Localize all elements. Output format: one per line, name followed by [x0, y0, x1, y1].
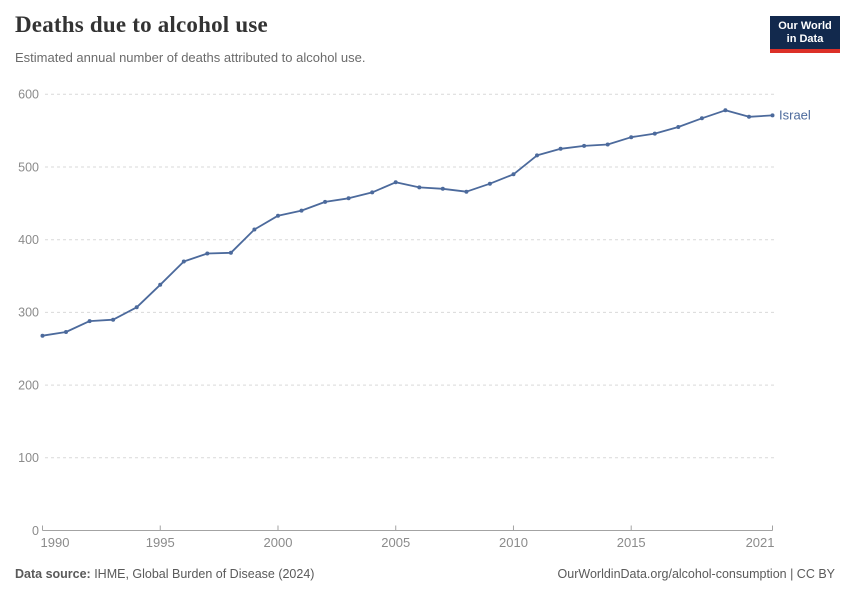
x-tick-label: 2010: [499, 535, 528, 550]
y-tick-label: 400: [18, 233, 39, 247]
y-tick-label: 100: [18, 451, 39, 465]
x-tick-label: 2005: [381, 535, 410, 550]
data-point-marker: [252, 227, 257, 232]
data-point-marker: [228, 250, 233, 255]
data-point-marker: [440, 186, 445, 191]
data-point-marker: [111, 317, 116, 322]
data-point-marker: [134, 305, 139, 310]
owid-logo-line2: in Data: [786, 33, 824, 45]
x-tick-label: 2015: [617, 535, 646, 550]
owid-logo[interactable]: Our World in Data: [770, 16, 840, 53]
data-point-marker: [464, 189, 469, 194]
data-point-marker: [393, 180, 398, 185]
y-tick-label: 200: [18, 378, 39, 392]
data-source-label: Data source:: [15, 567, 91, 581]
data-source-note: Data source: IHME, Global Burden of Dise…: [15, 567, 314, 581]
data-point-marker: [511, 172, 516, 177]
series-label-israel: Israel: [779, 108, 811, 123]
data-point-marker: [64, 330, 68, 334]
y-tick-label: 300: [18, 306, 39, 320]
data-point-marker: [487, 181, 492, 186]
series-line-israel: [41, 109, 774, 337]
data-point-marker: [40, 333, 45, 338]
data-point-marker: [346, 196, 351, 201]
x-tick-label: 2000: [264, 535, 293, 550]
data-point-marker: [158, 282, 163, 287]
data-point-marker: [652, 131, 657, 136]
y-tick-label: 500: [18, 160, 39, 174]
data-point-marker: [770, 113, 775, 118]
chart-footer: Data source: IHME, Global Burden of Dise…: [15, 567, 835, 581]
x-tick-label: 2021: [746, 535, 775, 550]
data-point-marker: [582, 143, 587, 148]
data-point-marker: [699, 116, 704, 121]
data-point-marker: [87, 319, 92, 324]
data-point-marker: [723, 108, 728, 113]
chart-subtitle: Estimated annual number of deaths attrib…: [15, 50, 366, 65]
y-tick-label: 600: [18, 88, 39, 102]
data-point-marker: [558, 146, 563, 151]
data-point-marker: [205, 251, 210, 256]
x-tick-label: 1990: [41, 535, 70, 550]
owid-logo-line1: Our World: [778, 20, 832, 32]
data-point-marker: [323, 199, 328, 204]
data-point-marker: [535, 153, 539, 158]
data-point-marker: [605, 142, 610, 147]
chart-title: Deaths due to alcohol use: [15, 12, 268, 37]
data-point-marker: [370, 190, 375, 195]
data-point-marker: [276, 213, 280, 218]
attribution-link[interactable]: OurWorldinData.org/alcohol-consumption |…: [557, 567, 835, 581]
data-point-marker: [181, 259, 186, 264]
data-point-marker: [676, 125, 681, 129]
x-tick-label: 1995: [146, 535, 175, 550]
data-point-marker: [417, 185, 422, 190]
data-point-marker: [299, 208, 304, 213]
data-point-marker: [747, 114, 751, 119]
data-source-value: IHME, Global Burden of Disease (2024): [90, 567, 315, 581]
y-tick-label: 0: [32, 524, 39, 538]
data-point-marker: [629, 135, 634, 140]
